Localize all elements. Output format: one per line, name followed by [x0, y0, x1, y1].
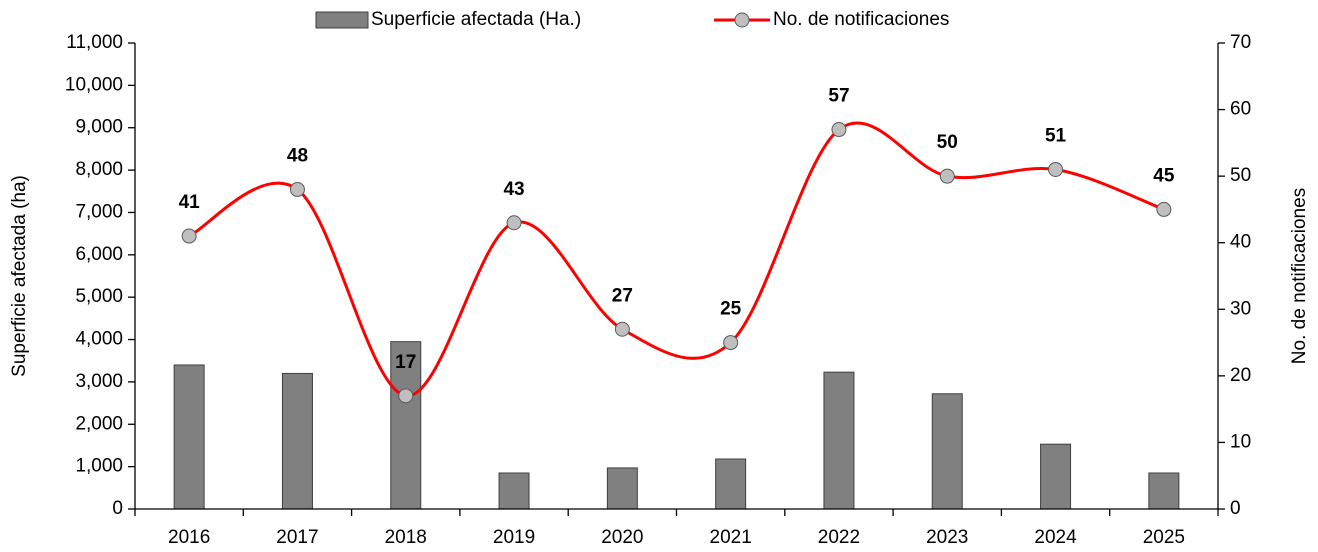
x-tick-label: 2020 [601, 527, 643, 548]
y-tick-label: 3,000 [75, 371, 123, 392]
bar [390, 341, 422, 510]
y-tick-label: 8,000 [75, 159, 123, 180]
y-tick-label: 1,000 [75, 456, 123, 477]
x-tick-label: 2016 [168, 527, 210, 548]
y2-tick-label: 30 [1230, 298, 1251, 319]
marker [1048, 161, 1064, 177]
marker [289, 181, 305, 197]
y-tick-label: 5,000 [75, 286, 123, 307]
bar [715, 458, 747, 510]
y2-tick-label: 50 [1230, 165, 1251, 186]
legend-label: No. de notificaciones [773, 9, 949, 30]
x-tick-label: 2023 [926, 527, 968, 548]
marker [506, 215, 522, 231]
y-tick-label: 6,000 [75, 244, 123, 265]
data-label: 48 [287, 145, 308, 166]
y-tick-label: 10,000 [65, 74, 123, 95]
y2-tick-label: 60 [1230, 99, 1251, 120]
x-tick-label: 2024 [1034, 527, 1077, 548]
y-tick-label: 2,000 [75, 413, 123, 434]
legend-swatch [315, 11, 369, 29]
bar [281, 372, 313, 510]
x-tick-label: 2018 [385, 527, 427, 548]
y-tick-label: 7,000 [75, 201, 123, 222]
y-tick-label: 11,000 [66, 32, 123, 53]
bar [173, 364, 205, 510]
marker [939, 168, 955, 184]
y2-tick-label: 40 [1230, 232, 1251, 253]
bar [606, 467, 638, 510]
y2-tick-label: 0 [1230, 498, 1241, 519]
data-label: 50 [937, 132, 958, 153]
line [188, 121, 1165, 398]
data-label: 51 [1045, 126, 1067, 147]
marker [614, 321, 630, 337]
data-label: 25 [720, 299, 742, 320]
y-tick-label: 0 [112, 498, 123, 519]
y-tick-label: 9,000 [75, 117, 123, 138]
y2-tick-label: 70 [1230, 32, 1251, 53]
x-tick-label: 2021 [710, 527, 752, 548]
marker [181, 228, 197, 244]
y-tick-label: 4,000 [75, 329, 123, 350]
bar [498, 472, 530, 510]
x-tick-label: 2019 [493, 527, 535, 548]
marker [398, 388, 414, 404]
y2-tick-label: 20 [1230, 365, 1251, 386]
bar [1040, 443, 1072, 510]
data-label: 57 [828, 86, 849, 107]
data-label: 27 [612, 285, 633, 306]
y-axis-label: Superficie afectada (ha) [9, 175, 30, 377]
bar [823, 371, 855, 510]
marker [723, 335, 739, 351]
y2-tick-label: 10 [1230, 431, 1251, 452]
legend-label: Superficie afectada (Ha.) [371, 9, 581, 30]
legend-marker [734, 12, 750, 28]
marker [1156, 201, 1172, 217]
data-label: 41 [179, 192, 201, 213]
bar [1148, 472, 1180, 510]
data-label: 43 [503, 179, 524, 200]
bar [931, 393, 963, 510]
marker [831, 122, 847, 138]
data-label: 45 [1153, 165, 1175, 186]
x-tick-label: 2017 [276, 527, 318, 548]
x-tick-label: 2025 [1143, 527, 1185, 548]
x-tick-label: 2022 [818, 527, 860, 548]
data-label: 17 [395, 352, 416, 373]
y2-axis-label: No. de notificaciones [1289, 188, 1310, 364]
